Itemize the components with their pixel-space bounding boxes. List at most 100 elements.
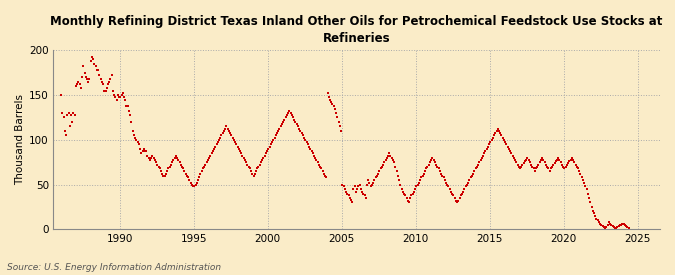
Point [298,133,308,138]
Point [511,160,522,164]
Point [378,163,389,167]
Point [592,218,603,222]
Point [454,196,465,200]
Point [460,184,471,189]
Point [205,154,216,158]
Point [231,142,242,147]
Point [537,156,547,160]
Point [198,166,209,171]
Point [502,145,513,149]
Point [271,133,281,138]
Point [621,224,632,228]
Point [199,164,210,169]
Point [315,164,325,169]
Point [292,122,302,126]
Point [237,154,248,158]
Point [76,86,86,90]
Point [83,79,94,84]
Point [126,120,137,124]
Point [63,111,74,115]
Point [590,214,601,218]
Point [196,169,207,173]
Point [302,142,313,147]
Point [390,164,401,169]
Point [380,157,391,162]
Point [283,111,294,115]
Point [596,223,607,227]
Point [475,157,486,162]
Point [296,130,307,135]
Point [320,174,331,178]
Point [243,164,254,169]
Point [597,224,608,228]
Point [539,160,550,164]
Point [202,157,213,162]
Point [264,145,275,149]
Point [321,175,331,180]
Point [408,189,419,194]
Point [542,164,553,169]
Point [335,124,346,129]
Point [442,182,453,187]
Point [505,148,516,153]
Point [338,184,349,189]
Point [585,200,596,205]
Point [179,169,190,173]
Point [548,163,559,167]
Point [571,164,582,169]
Point [520,159,531,164]
Point [452,200,462,205]
Point [280,115,291,120]
Point [86,55,97,60]
Point [556,163,567,167]
Point [162,169,173,173]
Point [267,139,277,144]
Point [381,156,392,160]
Point [56,93,67,97]
Point [369,178,380,182]
Point [420,169,431,173]
Point [168,157,179,162]
Point [478,154,489,158]
Point [425,160,435,164]
Point [399,191,410,196]
Point [153,164,164,169]
Point [73,79,84,84]
Point [103,82,113,87]
Point [371,175,381,180]
Point [535,157,546,162]
Point [601,224,612,229]
Point [458,189,468,194]
Point [234,147,244,151]
Point [392,174,403,178]
Point [258,156,269,160]
Point [337,182,348,187]
Point [241,160,252,164]
Point [97,79,107,84]
Point [528,166,539,171]
Point [368,181,379,185]
Point [404,200,414,205]
Point [242,163,252,167]
Point [106,73,117,78]
Point [327,102,338,106]
Point [432,164,443,169]
Point [584,196,595,200]
Point [435,169,446,173]
Point [429,160,440,164]
Point [599,225,610,230]
Point [435,172,446,176]
Point [543,166,554,171]
Point [70,84,81,88]
Point [356,189,367,194]
Point [411,184,422,189]
Point [581,187,592,191]
Point [526,163,537,167]
Point [565,157,576,162]
Point [533,163,544,167]
Point [144,157,155,162]
Point [240,157,250,162]
Point [559,166,570,171]
Point [308,154,319,158]
Point [410,187,421,191]
